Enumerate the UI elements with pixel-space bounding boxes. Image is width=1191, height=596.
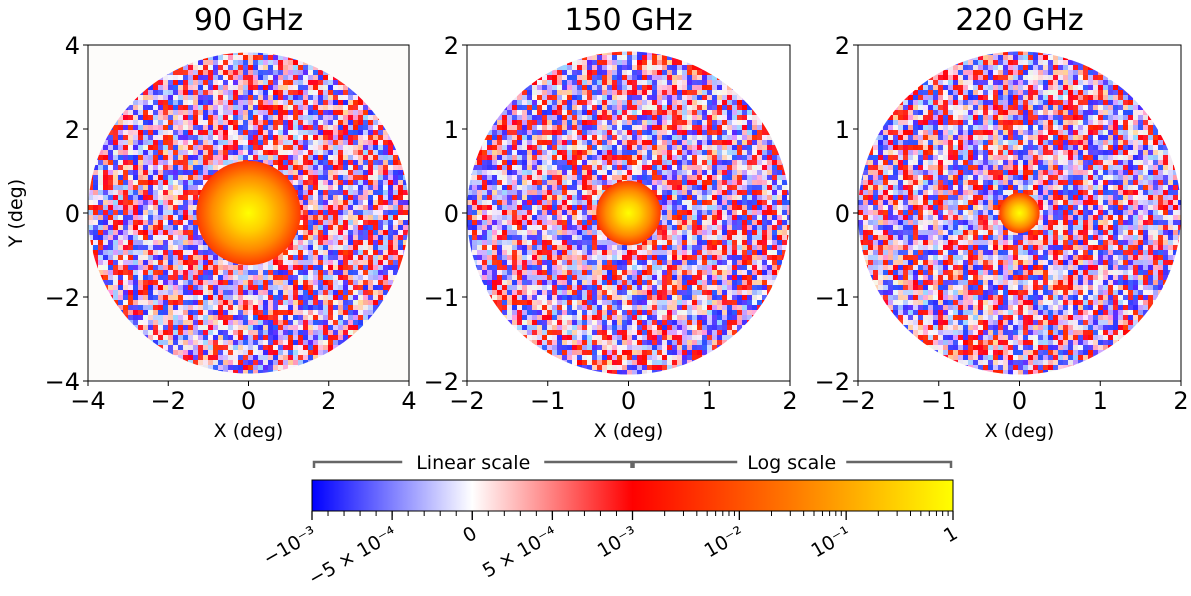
colorbar-tick-label: 10⁻² bbox=[701, 522, 748, 562]
core-peak bbox=[196, 160, 301, 266]
x-tick-label: 0 bbox=[1012, 387, 1027, 415]
x-axis-label: X (deg) bbox=[594, 420, 664, 442]
x-tick-label: 2 bbox=[782, 387, 797, 415]
y-tick-label: −1 bbox=[424, 284, 459, 312]
colorbar-tick-label: −10⁻³ bbox=[259, 522, 320, 570]
y-tick-label: 1 bbox=[444, 116, 459, 144]
x-tick-label: −2 bbox=[449, 387, 484, 415]
x-tick-label: 0 bbox=[621, 387, 636, 415]
y-tick-label: −1 bbox=[815, 284, 850, 312]
panel-title: 150 GHz bbox=[564, 3, 692, 38]
x-tick-label: 1 bbox=[702, 387, 717, 415]
x-tick-label: 2 bbox=[321, 387, 336, 415]
heatmap-disk bbox=[467, 51, 790, 375]
panel-title: 220 GHz bbox=[955, 3, 1083, 38]
y-tick-label: 1 bbox=[835, 116, 850, 144]
colorbar-tick-label: 10⁻³ bbox=[594, 522, 641, 562]
y-tick-label: −2 bbox=[45, 284, 80, 312]
panel-title: 90 GHz bbox=[194, 3, 303, 38]
panel-1: −4 −2 0 2 4 4 2 0 −2 −4 90 GHz X (deg) Y (deg) bbox=[5, 3, 417, 442]
y-tick-label: 4 bbox=[65, 32, 80, 60]
core-peak bbox=[999, 192, 1040, 234]
heatmap-disk bbox=[858, 51, 1181, 375]
colorbar-tick-label: −5 × 10⁻⁴ bbox=[305, 522, 401, 590]
y-tick-label: 2 bbox=[444, 32, 459, 60]
x-tick-label: 0 bbox=[241, 387, 256, 415]
colorbar-tick-label: 10⁻¹ bbox=[807, 522, 854, 562]
x-tick-label: 1 bbox=[1093, 387, 1108, 415]
x-tick-label: −1 bbox=[530, 387, 565, 415]
x-axis-label: X (deg) bbox=[985, 420, 1055, 442]
panel-2: −2 −1 0 1 2 2 1 0 −1 −2 150 GHz X (deg) bbox=[424, 3, 798, 442]
x-tick-label: 4 bbox=[401, 387, 416, 415]
y-tick-label: −2 bbox=[424, 368, 459, 396]
colorbar bbox=[311, 479, 954, 512]
core-peak bbox=[596, 180, 661, 246]
heatmap-disk bbox=[88, 52, 409, 374]
x-tick-label: −2 bbox=[151, 387, 186, 415]
panel-3: −2 −1 0 1 2 2 1 0 −1 −2 220 GHz X (deg) bbox=[815, 3, 1189, 442]
linear-scale-label: Linear scale bbox=[416, 452, 530, 474]
y-tick-label: 2 bbox=[65, 116, 80, 144]
log-scale-label: Log scale bbox=[747, 452, 836, 474]
x-tick-label: 2 bbox=[1173, 387, 1188, 415]
y-tick-label: −2 bbox=[815, 368, 850, 396]
x-tick-label: −2 bbox=[840, 387, 875, 415]
y-tick-label: 0 bbox=[65, 200, 80, 228]
x-axis-label: X (deg) bbox=[214, 420, 284, 442]
colorbar-tick-label: 1 bbox=[940, 522, 961, 547]
y-tick-label: 0 bbox=[444, 200, 459, 228]
y-axis-label: Y (deg) bbox=[5, 179, 27, 248]
y-tick-label: 2 bbox=[835, 32, 850, 60]
x-tick-label: −1 bbox=[921, 387, 956, 415]
y-tick-label: 0 bbox=[835, 200, 850, 228]
y-tick-label: −4 bbox=[45, 368, 80, 396]
colorbar-tick-label: 5 × 10⁻⁴ bbox=[479, 522, 561, 582]
colorbar-tick-label: 0 bbox=[459, 522, 480, 547]
x-tick-label: −4 bbox=[70, 387, 105, 415]
